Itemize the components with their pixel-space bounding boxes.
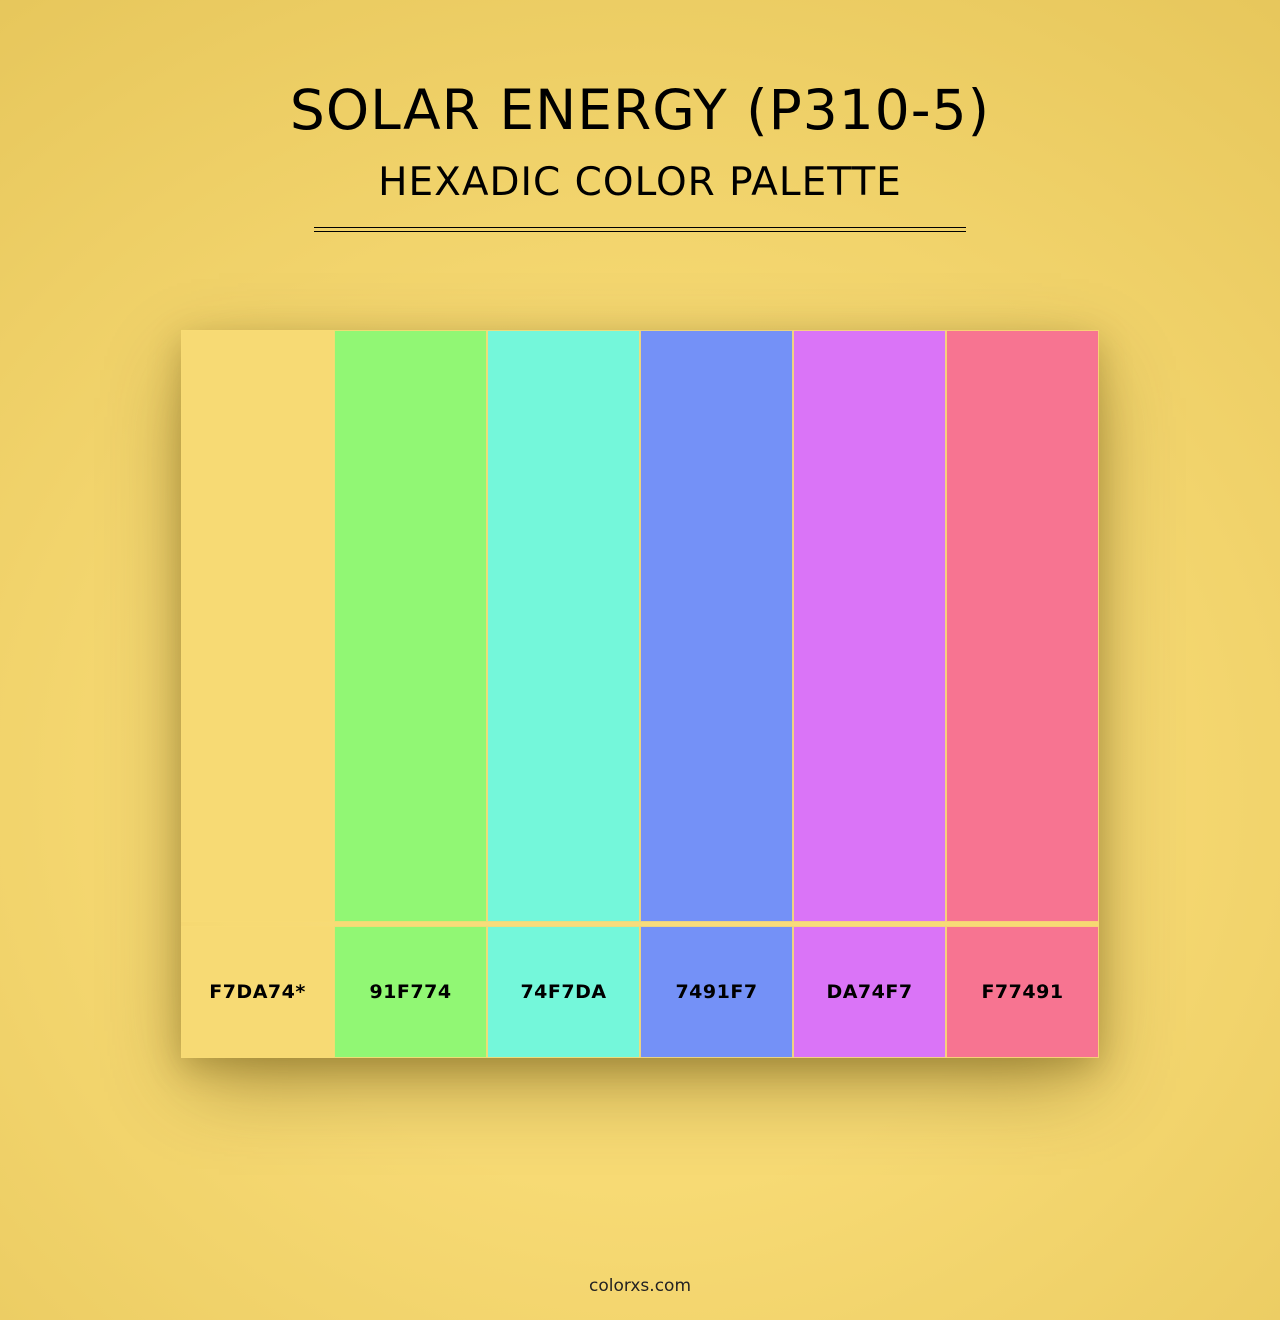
swatch-row [181, 330, 1099, 922]
swatch-label-5: DA74F7 [793, 926, 946, 1058]
swatch-1 [181, 330, 334, 922]
page-title: SOLAR ENERGY (P310-5) [290, 78, 990, 142]
swatch-3 [487, 330, 640, 922]
label-row: F7DA74*91F77474F7DA7491F7DA74F7F77491 [181, 926, 1099, 1058]
palette-container: F7DA74*91F77474F7DA7491F7DA74F7F77491 [181, 330, 1099, 1058]
title-divider [314, 227, 966, 232]
swatch-label-2: 91F774 [334, 926, 487, 1058]
page-subtitle: HEXADIC COLOR PALETTE [378, 160, 902, 205]
swatch-label-1: F7DA74* [181, 926, 334, 1058]
swatch-2 [334, 330, 487, 922]
swatch-label-4: 7491F7 [640, 926, 793, 1058]
footer-credit: colorxs.com [0, 1276, 1280, 1296]
swatch-label-6: F77491 [946, 926, 1099, 1058]
swatch-5 [793, 330, 946, 922]
swatch-label-3: 74F7DA [487, 926, 640, 1058]
content-area: SOLAR ENERGY (P310-5) HEXADIC COLOR PALE… [0, 0, 1280, 1320]
swatch-4 [640, 330, 793, 922]
swatch-6 [946, 330, 1099, 922]
